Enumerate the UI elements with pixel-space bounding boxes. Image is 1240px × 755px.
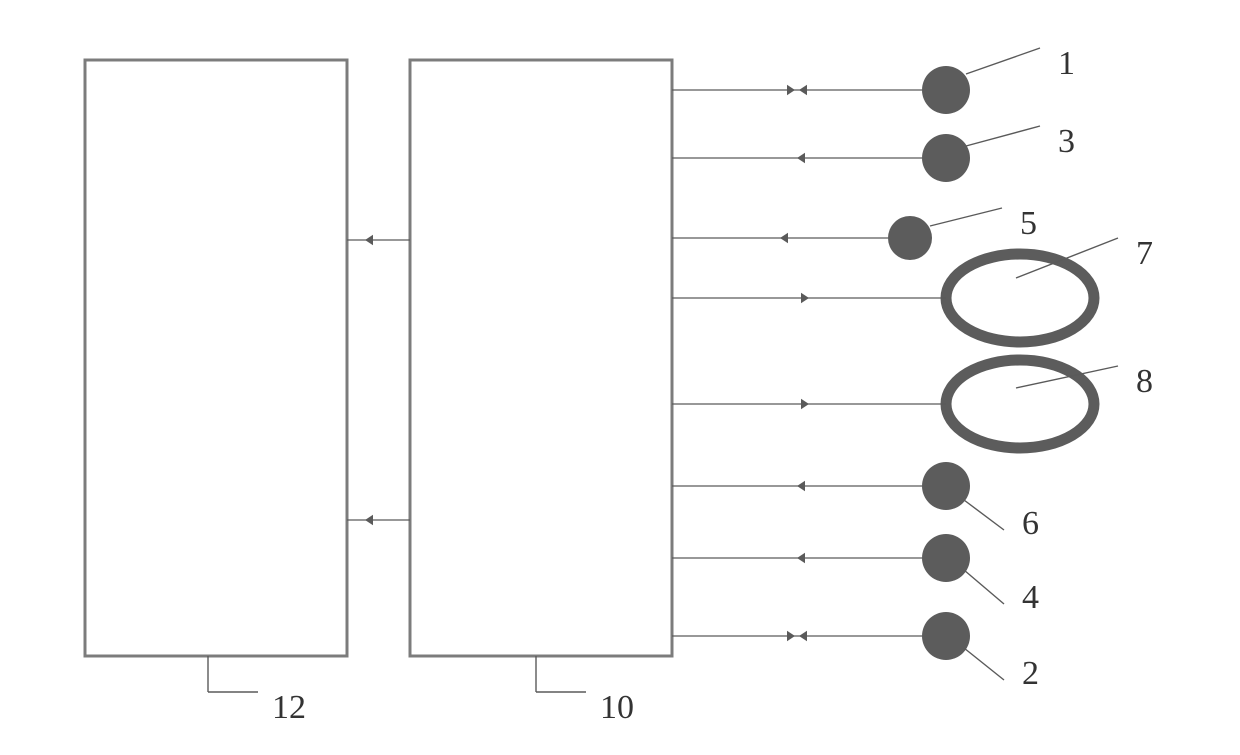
node-5 [888,216,932,260]
label-3: 3 [1058,123,1075,160]
label-1: 1 [1058,45,1075,82]
label-8: 8 [1136,363,1153,400]
node-2 [922,612,970,660]
label-2: 2 [1022,655,1039,692]
node-4 [922,534,970,582]
label-7: 7 [1136,235,1153,272]
node-1 [922,66,970,114]
node-6 [922,462,970,510]
background [0,0,1240,755]
node-3 [922,134,970,182]
label-6: 6 [1022,505,1039,542]
box-label-10: 10 [600,689,634,726]
box-label-12: 12 [272,689,306,726]
label-5: 5 [1020,205,1037,242]
label-4: 4 [1022,579,1039,616]
